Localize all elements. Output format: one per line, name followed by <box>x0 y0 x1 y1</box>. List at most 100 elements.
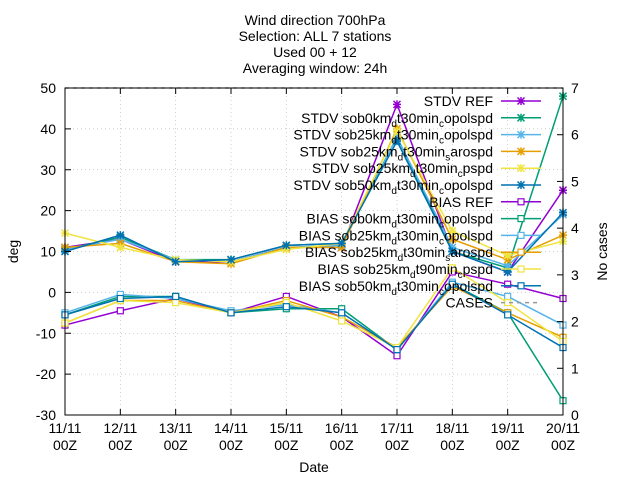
legend-label-part: STDV sob25km <box>312 160 410 176</box>
axis-ticks: -30-20-10010203040500123456711/1100Z12/1… <box>36 80 580 453</box>
data-point <box>516 96 526 106</box>
legend-label-subscript: c <box>458 270 463 281</box>
legend-label-part: t30min <box>397 278 439 294</box>
data-point <box>116 231 125 240</box>
data-point <box>516 164 526 173</box>
series-group <box>60 92 568 405</box>
x-tick-label-hour: 00Z <box>274 437 299 453</box>
legend-label-part: STDV sob50km <box>293 177 391 193</box>
legend-label-subscript: c <box>439 136 444 147</box>
legend-label: BIAS sob50kmdt30mincopolspd <box>299 278 493 298</box>
legend-entry: BIAS REF <box>429 194 541 210</box>
y-tick-label: 30 <box>40 162 56 178</box>
series-polyline <box>64 128 564 265</box>
data-point <box>516 180 526 190</box>
legend-label: STDV sob50kmdt30mincopolspd <box>293 177 493 197</box>
data-point <box>227 309 235 317</box>
y-tick-label: -10 <box>36 325 56 341</box>
legend-label-subscript: d <box>410 169 416 180</box>
data-point <box>503 267 512 276</box>
x-tick-label-date: 14/11 <box>214 420 248 436</box>
legend-label-part: STDV sob0km <box>301 110 391 126</box>
y-tick-label: 20 <box>40 203 56 219</box>
y-tick-label: 10 <box>40 244 56 260</box>
y-axis-label: deg <box>5 240 21 263</box>
legend-label: STDV sob25kmdt30mincopolspd <box>293 127 493 147</box>
legend-label-part: opolspd <box>444 227 493 243</box>
legend-label-part: BIAS sob0km <box>307 211 392 227</box>
legend-label-part: t30min <box>397 110 439 126</box>
data-point <box>517 248 525 256</box>
x-tick-label-date: 16/11 <box>325 420 359 436</box>
legend-label-part: opolspd <box>444 177 493 193</box>
legend-label-part: t30min <box>397 177 439 193</box>
data-point <box>517 198 525 206</box>
data-point <box>448 227 457 236</box>
y-tick-label: -20 <box>36 366 56 382</box>
data-point <box>282 245 291 254</box>
data-point <box>504 280 512 288</box>
legend-label-subscript: c <box>439 186 444 197</box>
legend-label: STDV sob0kmdt30mincopolspd <box>301 110 493 130</box>
legend-label-subscript: c <box>439 220 444 231</box>
legend-label-part: arospd <box>450 143 493 159</box>
legend-entry: STDV sob0kmdt30mincopolspd <box>301 110 541 130</box>
x-tick-label-hour: 00Z <box>440 437 465 453</box>
y2-tick-label: 2 <box>571 314 579 330</box>
y2-tick-label: 4 <box>571 220 579 236</box>
data-point <box>116 243 125 252</box>
legend-label: BIAS REF <box>429 194 493 210</box>
data-point <box>226 255 236 264</box>
data-point <box>172 292 180 301</box>
series-polyline <box>64 271 564 357</box>
legend-label-part: BIAS REF <box>429 194 493 210</box>
title-line: Selection: ALL 7 stations <box>239 28 392 44</box>
legend-label: CASES <box>446 295 493 311</box>
legend-entry: BIAS sob0kmdt30mincopolspd <box>307 211 541 231</box>
legend-label: STDV sob25kmdt30minsarospd <box>300 143 493 163</box>
legend-label: STDV REF <box>424 93 493 109</box>
y2-tick-label: 0 <box>571 407 579 423</box>
data-point <box>448 235 457 244</box>
legend-label-part: CASES <box>446 295 493 311</box>
legend-label: BIAS sob25kmdt30minsarospd <box>305 244 493 264</box>
legend-label-part: pspd <box>463 261 493 277</box>
legend-label-part: opolspd <box>444 127 493 143</box>
legend-label-part: pspd <box>463 160 493 176</box>
x-tick-label-hour: 00Z <box>108 437 133 453</box>
data-point <box>393 352 401 360</box>
legend-entry: BIAS sob25kmdt30mincopolspd <box>299 227 541 247</box>
x-tick-label-date: 13/11 <box>159 420 193 436</box>
legend-label-subscript: s <box>445 253 450 264</box>
y-tick-label: 50 <box>40 80 56 96</box>
y2-tick-label: 1 <box>571 360 579 376</box>
legend-label-part: t30min <box>403 143 445 159</box>
legend-label-part: STDV sob25km <box>300 143 398 159</box>
data-point <box>338 317 346 325</box>
data-point <box>337 239 346 248</box>
data-point <box>282 303 290 311</box>
y2-tick-label: 5 <box>571 173 579 189</box>
data-point <box>504 311 512 319</box>
legend-label-part: t30min <box>397 227 439 243</box>
x-tick-label-hour: 00Z <box>385 437 410 453</box>
data-point <box>517 282 525 290</box>
legend-label-part: opolspd <box>444 110 493 126</box>
legend-label-subscript: d <box>391 136 397 147</box>
legend-entry: STDV sob25kmdt30mincpspd <box>312 160 541 180</box>
x-tick-label-hour: 00Z <box>219 437 244 453</box>
legend-label-part: BIAS sob25km <box>305 244 398 260</box>
legend-label-part: opolspd <box>444 211 493 227</box>
legend-entry: STDV sob25kmdt30mincopolspd <box>293 127 541 147</box>
legend-label-part: BIAS sob50km <box>299 278 392 294</box>
data-point <box>116 239 125 248</box>
x-tick-label-date: 15/11 <box>269 420 303 436</box>
legend-label-subscript: c <box>439 287 444 298</box>
data-point <box>503 261 512 270</box>
legend-entry: BIAS sob50kmdt30mincopolspd <box>299 278 541 298</box>
legend-label-subscript: d <box>410 270 416 281</box>
y-tick-label: 40 <box>40 121 56 137</box>
legend-label-part: t90min <box>416 261 458 277</box>
